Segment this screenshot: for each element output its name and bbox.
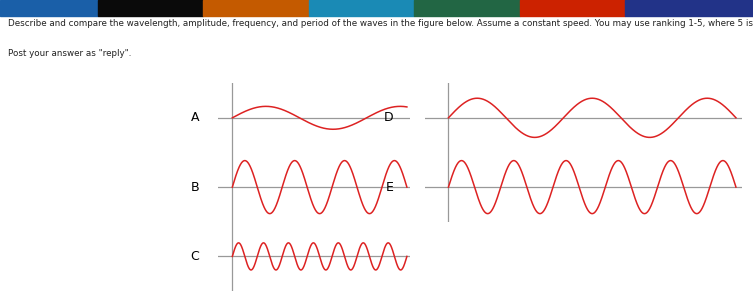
Text: D: D [384, 111, 394, 124]
Bar [203, 0, 309, 16]
Bar [414, 0, 520, 16]
Bar [98, 0, 203, 16]
Text: B: B [191, 181, 199, 194]
Text: Post your answer as "reply".: Post your answer as "reply". [8, 49, 131, 58]
Bar [0, 0, 98, 16]
Text: A: A [191, 111, 199, 124]
Bar [309, 0, 414, 16]
Bar [520, 0, 625, 16]
Bar [625, 0, 753, 16]
Text: C: C [191, 250, 199, 263]
Text: Describe and compare the wavelength, amplitude, frequency, and period of the wav: Describe and compare the wavelength, amp… [8, 19, 753, 28]
Text: E: E [386, 181, 394, 194]
